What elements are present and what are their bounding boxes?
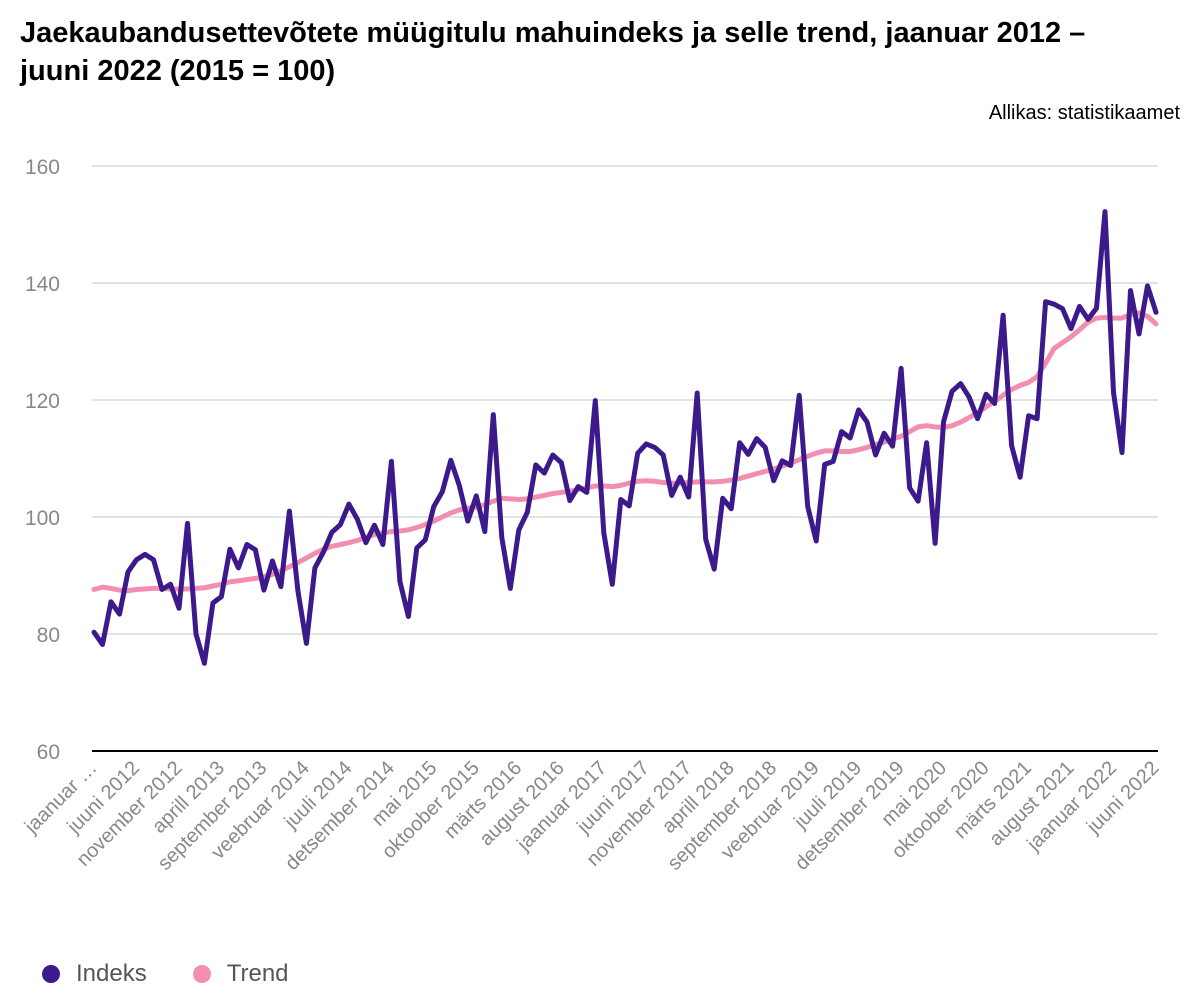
y-tick-label-140: 140: [25, 273, 60, 296]
chart-title: Jaekaubandusettevõtete müügitulu mahuind…: [20, 17, 1086, 87]
y-tick-label-100: 100: [25, 507, 60, 530]
y-axis-ticks: 60 80 100 120 140 160: [25, 156, 60, 764]
legend-item-trend[interactable]: Trend: [192, 960, 289, 988]
legend: Indeks Trend: [42, 960, 335, 988]
legend-swatch-trend: [192, 965, 211, 983]
y-tick-label-160: 160: [25, 156, 60, 179]
grid-lines: [92, 165, 1158, 635]
y-tick-label-60: 60: [37, 741, 60, 764]
series-lines: [91, 209, 1159, 666]
series-line-indeks: [91, 209, 1159, 666]
y-tick-label-120: 120: [25, 390, 60, 413]
legend-label-trend: Trend: [226, 960, 289, 987]
line-chart: 60 80 100 120 140 160 jaanuar …juuni 2012nove…: [20, 156, 1164, 875]
legend-label-indeks: Indeks: [76, 960, 147, 987]
legend-item-indeks[interactable]: Indeks: [42, 960, 147, 988]
y-tick-label-80: 80: [37, 624, 60, 647]
source-note: Allikas: statistikaamet: [988, 102, 1180, 124]
legend-swatch-indeks: [42, 965, 60, 983]
